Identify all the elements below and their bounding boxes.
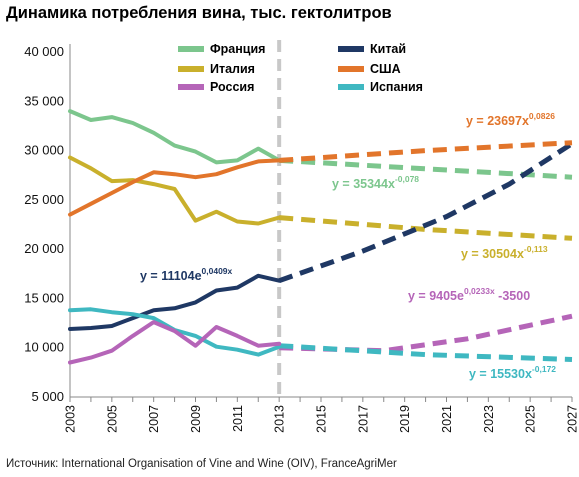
x-tick-label: 2013 [273,405,287,433]
forecast-line-Россия [279,313,573,354]
x-tick-label: 2023 [482,405,496,433]
x-tick-label: 2015 [315,405,329,433]
legend-label-Испания: Испания [370,80,423,94]
x-tick-label: 2019 [398,405,412,433]
x-tick-label: 2027 [566,405,579,433]
y-tick-label: 15 000 [24,290,64,305]
trend-formula-Франция: y = 35344x-0,078 [332,174,419,191]
trend-formula-Россия: y = 9405e0,0233x -3500 [408,286,530,303]
forecast-line-Испания [279,343,573,362]
y-tick-label: 35 000 [24,93,64,108]
series-line-США [68,158,282,217]
forecast-line-США [279,140,573,163]
legend-label-Франция: Франция [210,42,265,56]
legend-label-Россия: Россия [210,80,254,94]
y-tick-label: 10 000 [24,340,64,355]
x-tick-label: 2017 [356,405,370,433]
chart-title: Динамика потребления вина, тыс. гектолит… [6,4,392,22]
forecast-line-Италия [278,215,573,241]
series-line-Франция [68,109,282,165]
x-tick-label: 2025 [524,405,538,433]
x-tick-label: 2007 [147,405,161,433]
legend-label-США: США [370,62,401,76]
trend-formula-США: y = 23697x0,0826 [466,111,555,128]
y-tick-label: 30 000 [24,143,64,158]
series-line-Китай [68,273,282,331]
series-line-Россия [68,320,282,365]
y-tick-label: 5 000 [31,389,64,404]
forecast-line-Китай [278,141,574,284]
x-tick-label: 2005 [105,405,119,433]
x-tick-label: 2003 [64,405,78,433]
y-tick-label: 20 000 [24,241,64,256]
trend-formula-Китай: y = 11104e0,0409x [140,266,233,283]
trend-formula-Испания: y = 15530x-0,172 [469,364,556,381]
x-tick-label: 2021 [440,405,454,433]
source-note: Источник: International Organisation of … [6,458,397,470]
y-tick-label: 40 000 [24,44,64,59]
legend-label-Китай: Китай [370,42,406,56]
y-tick-label: 25 000 [24,192,64,207]
series-line-Италия [68,155,282,226]
legend-label-Италия: Италия [210,62,255,76]
x-tick-label: 2011 [231,405,245,432]
x-tick-label: 2009 [189,405,203,433]
trend-formula-Италия: y = 30504x-0,113 [461,244,548,261]
